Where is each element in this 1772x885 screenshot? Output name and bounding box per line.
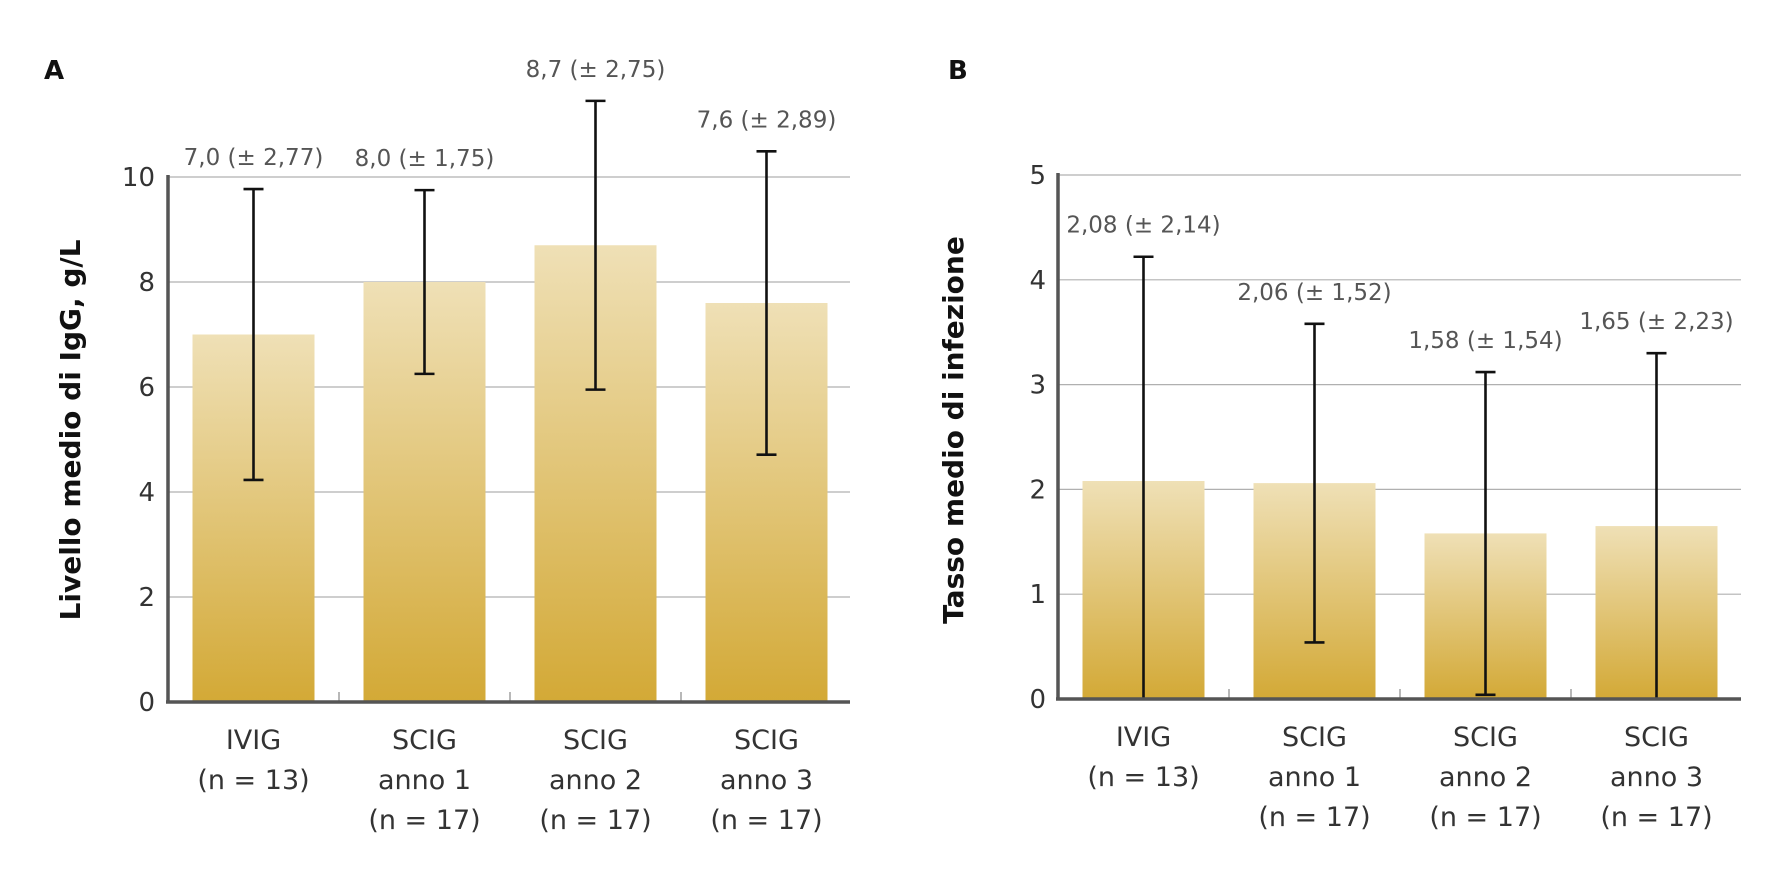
- category-label: SCIG anno 3 (n = 17): [1600, 722, 1712, 833]
- category-label-line: anno 1: [1268, 762, 1361, 793]
- category-label-line: (n = 17): [710, 805, 822, 836]
- y-tick-label: 0: [1029, 685, 1046, 715]
- data-label: 1,65 (± 2,23): [1579, 309, 1733, 335]
- category-label: SCIG anno 1 (n = 17): [1258, 722, 1370, 833]
- category-label-line: IVIG: [1116, 722, 1171, 753]
- category-label-line: anno 3: [720, 765, 813, 796]
- y-axis-label: Tasso medio di infezione: [937, 236, 970, 624]
- category-label-line: SCIG: [392, 725, 457, 756]
- category-label-line: anno 1: [378, 765, 471, 796]
- category-label-line: SCIG: [1282, 722, 1347, 753]
- y-tick-label: 10: [122, 163, 155, 193]
- category-label-line: anno 2: [1439, 762, 1532, 793]
- category-label-line: SCIG: [1453, 722, 1518, 753]
- category-label-line: anno 3: [1610, 762, 1703, 793]
- category-label-line: anno 2: [549, 765, 642, 796]
- category-label-line: SCIG: [1624, 722, 1689, 753]
- panel-letter: A: [44, 56, 64, 86]
- y-tick-label: 2: [1029, 475, 1046, 505]
- category-label: IVIG (n = 13): [1087, 722, 1199, 793]
- data-label: 1,58 (± 1,54): [1408, 328, 1562, 354]
- category-label: IVIG (n = 13): [197, 725, 309, 796]
- data-label: 8,0 (± 1,75): [355, 146, 495, 172]
- category-label-line: (n = 17): [1258, 802, 1370, 833]
- data-label: 8,7 (± 2,75): [526, 57, 666, 83]
- category-label-line: (n = 17): [539, 805, 651, 836]
- panel-letter: B: [948, 56, 968, 86]
- category-label: SCIG anno 2 (n = 17): [1429, 722, 1541, 833]
- y-axis-label: Livello medio di IgG, g/L: [54, 239, 87, 620]
- y-tick-label: 3: [1029, 371, 1046, 401]
- y-tick-label: 6: [138, 373, 155, 403]
- y-tick-label: 4: [1029, 266, 1046, 296]
- data-label: 2,08 (± 2,14): [1066, 213, 1220, 239]
- category-label-line: (n = 17): [1600, 802, 1712, 833]
- data-label: 7,0 (± 2,77): [184, 145, 324, 171]
- category-label-line: (n = 13): [1087, 762, 1199, 793]
- y-tick-label: 4: [138, 478, 155, 508]
- category-label: SCIG anno 2 (n = 17): [539, 725, 651, 836]
- category-label-line: (n = 13): [197, 765, 309, 796]
- panel-b: B 0 1 2 3 4 5 Tasso medio di infezione 2,08 (± 2…: [937, 56, 1741, 833]
- category-label-line: (n = 17): [368, 805, 480, 836]
- data-label: 7,6 (± 2,89): [697, 107, 837, 133]
- y-tick-label: 8: [138, 268, 155, 298]
- category-label-line: IVIG: [226, 725, 281, 756]
- y-tick-label: 0: [138, 688, 155, 718]
- category-label-line: SCIG: [734, 725, 799, 756]
- data-label: 2,06 (± 1,52): [1237, 280, 1391, 306]
- panel-a: A 0 2 4 6 8 10 Livello medio di IgG, g/L 7,0 (± …: [44, 56, 850, 836]
- y-tick-label: 5: [1029, 161, 1046, 191]
- y-tick-label: 1: [1029, 580, 1046, 610]
- y-tick-label: 2: [138, 583, 155, 613]
- category-label: SCIG anno 3 (n = 17): [710, 725, 822, 836]
- category-label: SCIG anno 1 (n = 17): [368, 725, 480, 836]
- category-label-line: SCIG: [563, 725, 628, 756]
- category-label-line: (n = 17): [1429, 802, 1541, 833]
